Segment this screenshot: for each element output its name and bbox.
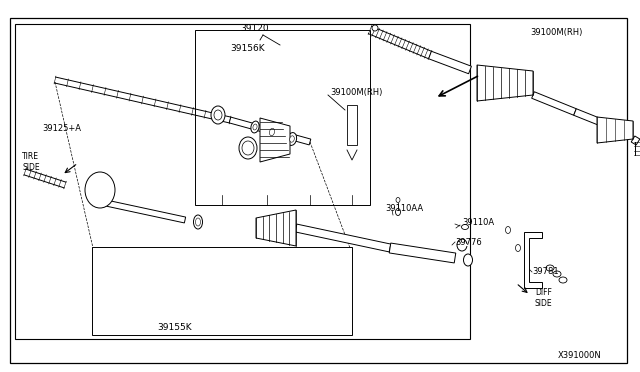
Ellipse shape — [506, 227, 511, 234]
Bar — [15, 24, 470, 339]
Ellipse shape — [559, 277, 567, 283]
Text: 39100M(RH): 39100M(RH) — [330, 87, 382, 96]
Text: 39120: 39120 — [241, 23, 269, 32]
Polygon shape — [597, 117, 633, 143]
Polygon shape — [631, 136, 640, 145]
Ellipse shape — [193, 215, 202, 229]
Polygon shape — [524, 232, 542, 288]
Text: 39100M(RH): 39100M(RH) — [530, 28, 582, 36]
Text: 39110A: 39110A — [462, 218, 494, 227]
Ellipse shape — [396, 208, 401, 215]
Text: 39110AA: 39110AA — [385, 203, 423, 212]
Polygon shape — [229, 117, 311, 145]
Ellipse shape — [211, 106, 225, 124]
Polygon shape — [573, 109, 602, 125]
Text: 39156K: 39156K — [230, 44, 266, 52]
Ellipse shape — [287, 132, 296, 145]
Ellipse shape — [242, 141, 254, 155]
Bar — [347, 105, 357, 145]
Ellipse shape — [290, 136, 294, 142]
Polygon shape — [389, 243, 456, 263]
Ellipse shape — [195, 218, 200, 226]
Polygon shape — [477, 65, 533, 101]
Ellipse shape — [372, 25, 378, 31]
Polygon shape — [429, 51, 472, 74]
Bar — [92, 247, 352, 335]
Text: 39125+A: 39125+A — [42, 124, 81, 132]
Text: X391000N: X391000N — [558, 350, 602, 359]
Polygon shape — [92, 197, 186, 223]
Text: 39776: 39776 — [455, 237, 482, 247]
Ellipse shape — [267, 125, 277, 140]
Ellipse shape — [214, 110, 222, 120]
Ellipse shape — [553, 271, 561, 277]
Text: DIFF
SIDE: DIFF SIDE — [535, 288, 552, 308]
Ellipse shape — [251, 121, 259, 133]
Ellipse shape — [269, 128, 275, 136]
Ellipse shape — [546, 265, 554, 271]
Text: 39155K: 39155K — [157, 324, 192, 333]
Text: TIRE
SIDE: TIRE SIDE — [22, 152, 40, 172]
Ellipse shape — [461, 224, 468, 230]
Ellipse shape — [85, 172, 115, 208]
Ellipse shape — [463, 254, 472, 266]
Ellipse shape — [396, 198, 400, 202]
Text: 39781: 39781 — [532, 267, 559, 276]
Polygon shape — [260, 118, 290, 162]
Polygon shape — [295, 224, 391, 252]
Polygon shape — [256, 210, 296, 246]
Bar — [195, 30, 370, 205]
Ellipse shape — [239, 137, 257, 159]
Ellipse shape — [457, 239, 467, 251]
Polygon shape — [532, 92, 576, 115]
Ellipse shape — [253, 124, 257, 130]
Ellipse shape — [515, 244, 520, 251]
